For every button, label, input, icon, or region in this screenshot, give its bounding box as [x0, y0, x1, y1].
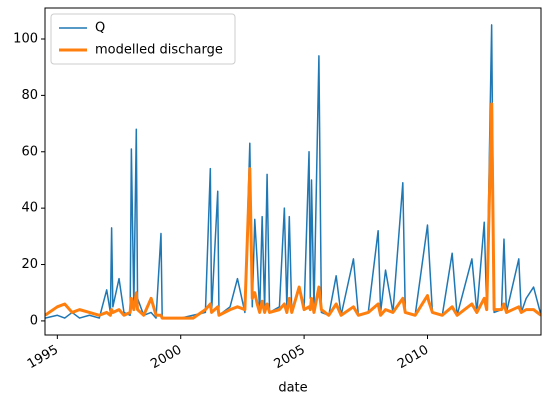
plot-frame [44, 7, 542, 336]
legend-label: Q [95, 21, 105, 36]
x-tick-label: 2000 [148, 343, 184, 373]
y-tick-label: 100 [13, 32, 38, 47]
x-tick-label: 2005 [272, 343, 308, 373]
series-line [45, 102, 541, 320]
x-axis-label: date [278, 381, 307, 396]
x-tick-label: 2010 [395, 343, 431, 373]
y-tick-label: 20 [21, 257, 38, 272]
legend-label: modelled discharge [95, 43, 223, 58]
series-line [45, 24, 541, 319]
y-tick-label: 40 [21, 201, 38, 216]
y-tick-label: 0 [30, 313, 38, 328]
y-tick-label: 60 [21, 144, 38, 159]
y-tick-label: 80 [21, 88, 38, 103]
x-tick-label: 1995 [25, 343, 61, 373]
legend-box [50, 13, 236, 65]
